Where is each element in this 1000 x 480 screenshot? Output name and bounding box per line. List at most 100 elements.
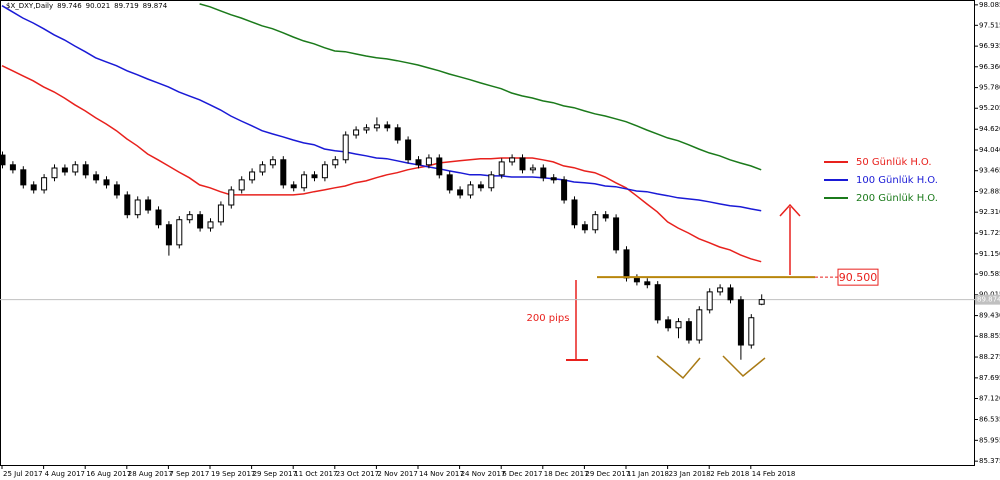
candle-body [197, 214, 204, 229]
candle-body [176, 219, 183, 246]
candle-body [353, 129, 360, 136]
y-tick-label: 96.360 [979, 63, 1000, 71]
candle-body [93, 174, 100, 181]
candle-body [124, 194, 131, 216]
candle-body [363, 127, 370, 131]
header-low: 89.719 [114, 2, 139, 10]
candle-body [321, 164, 328, 179]
candle-body [727, 287, 734, 301]
candle-body [342, 134, 349, 161]
candle-body [425, 157, 432, 166]
candle-body [706, 291, 713, 311]
candle-body [633, 277, 640, 283]
candle-body [415, 159, 422, 166]
moving-average-line [1, 5, 762, 212]
y-tick-label: 88.275 [979, 353, 1000, 361]
header-close: 89.874 [143, 2, 168, 10]
candle-body [207, 221, 214, 229]
candle-body [665, 319, 672, 329]
bottom-shape [722, 355, 766, 378]
candle-body [654, 284, 661, 321]
y-tick-label: 96.935 [979, 42, 1000, 50]
x-tick-label: 11 Oct 2017 [294, 470, 337, 478]
candle-body [467, 184, 474, 196]
candle-body [446, 174, 453, 191]
y-tick-label: 90.585 [979, 270, 1000, 278]
legend-label: 200 Günlük H.O. [856, 193, 938, 204]
candle-body [477, 184, 484, 189]
y-tick-label: 89.430 [979, 312, 1000, 320]
x-tick-label: 24 Nov 2017 [461, 470, 506, 478]
candle-body [51, 167, 58, 179]
candle-body [20, 169, 27, 186]
y-tick-label: 87.695 [979, 374, 1000, 382]
candle-body [488, 174, 495, 189]
candle-body [602, 214, 609, 219]
candle-body [748, 317, 755, 346]
y-tick-label: 94.040 [979, 146, 1000, 154]
y-tick-label: 91.725 [979, 229, 1000, 237]
chart-header: $X_DXY,Daily 89.746 90.021 89.719 89.874 [6, 2, 168, 10]
candle-body [384, 124, 391, 129]
candle-body [457, 189, 464, 196]
candle-body [675, 321, 682, 329]
candle-body [249, 171, 256, 181]
candle-body [228, 189, 235, 206]
candle-body [134, 199, 141, 216]
level-label-box [837, 268, 879, 286]
annotation: 200 pips [527, 313, 570, 324]
level-label: 90.500 [839, 271, 878, 284]
plot [0, 3, 975, 360]
drawings [566, 203, 801, 380]
y-tick-label: 95.205 [979, 104, 1000, 112]
y-tick-label: 94.620 [979, 125, 1000, 133]
candle-body [623, 249, 630, 279]
x-tick-label: 6 Dec 2017 [502, 470, 542, 478]
legend-label: 50 Günlük H.O. [856, 157, 932, 168]
x-tick-label: 23 Jan 2018 [669, 470, 711, 478]
candle-body [394, 127, 401, 141]
header-high: 90.021 [86, 2, 111, 10]
candle-body [498, 161, 505, 176]
y-tick-label: 86.535 [979, 416, 1000, 424]
candle-body [165, 224, 172, 246]
candle-body [717, 287, 724, 293]
x-tick-label: 23 Oct 2017 [336, 470, 379, 478]
x-tick-label: 4 Aug 2017 [45, 470, 85, 478]
x-tick-label: 25 Jul 2017 [3, 470, 43, 478]
candle-body [145, 199, 152, 211]
header-open: 89.746 [57, 2, 82, 10]
candle-body [113, 184, 120, 196]
candle-body [103, 179, 110, 186]
candle-body [509, 157, 516, 163]
candle-body [301, 174, 308, 189]
price-label-box [975, 294, 1000, 305]
candle-body [311, 174, 318, 179]
candle-body [519, 157, 526, 171]
candle-body [685, 321, 692, 341]
x-tick-label: 29 Sep 2017 [253, 470, 297, 478]
x-tick-label: 14 Feb 2018 [752, 470, 796, 478]
plot-frame [0, 0, 975, 466]
candle-body [613, 217, 620, 251]
x-tick-label: 2 Feb 2018 [710, 470, 749, 478]
up-arrow-head [779, 203, 801, 217]
candle-body [290, 184, 297, 189]
legend-label: 100 Günlük H.O. [856, 175, 938, 186]
candle-body [9, 164, 16, 171]
candle-body [696, 309, 703, 341]
x-tick-label: 29 Dec 2017 [585, 470, 630, 478]
candle-body [72, 164, 79, 173]
x-tick-label: 18 Dec 2017 [544, 470, 589, 478]
candle-body [581, 224, 588, 231]
candle-body [0, 154, 6, 166]
candle-body [61, 167, 68, 173]
candle-body [259, 164, 266, 173]
chart-title: $X_DXY,Daily [6, 2, 53, 10]
y-tick-label: 97.515 [979, 21, 1000, 29]
moving-average-line [199, 3, 762, 171]
candle-body [238, 179, 245, 191]
x-tick-label: 19 Sep 2017 [211, 470, 255, 478]
price-label: 89.874 [977, 296, 1000, 304]
